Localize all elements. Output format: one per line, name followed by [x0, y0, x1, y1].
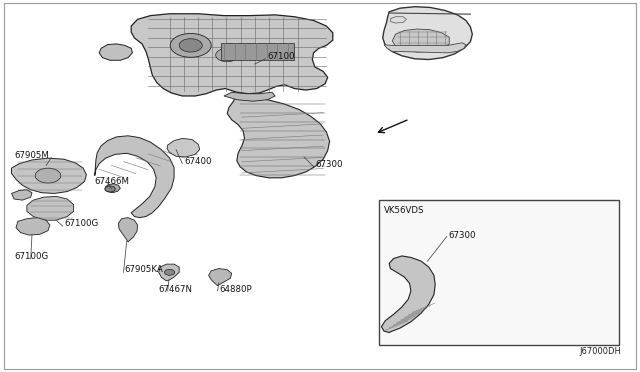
Polygon shape [227, 96, 330, 178]
Polygon shape [383, 7, 472, 60]
Polygon shape [105, 184, 120, 193]
Text: 67467N: 67467N [159, 285, 193, 294]
Polygon shape [167, 138, 200, 157]
Circle shape [170, 33, 211, 57]
Circle shape [216, 48, 239, 62]
Circle shape [179, 39, 202, 52]
Polygon shape [27, 196, 74, 220]
Circle shape [35, 168, 61, 183]
Polygon shape [16, 218, 50, 235]
Text: 67300: 67300 [315, 160, 342, 169]
Polygon shape [99, 44, 132, 60]
Polygon shape [131, 14, 333, 96]
Polygon shape [118, 218, 138, 242]
Circle shape [164, 269, 175, 275]
Polygon shape [12, 190, 32, 200]
Bar [221, 43, 294, 60]
Polygon shape [224, 92, 275, 101]
Text: VK56VDS: VK56VDS [384, 206, 424, 215]
Polygon shape [159, 264, 179, 281]
Text: 67100: 67100 [268, 52, 295, 61]
Text: 67466M: 67466M [95, 177, 130, 186]
Text: 67100G: 67100G [64, 219, 99, 228]
Polygon shape [95, 136, 174, 218]
Polygon shape [390, 17, 406, 23]
Text: 64880P: 64880P [219, 285, 252, 294]
Polygon shape [392, 29, 449, 52]
Polygon shape [384, 43, 466, 53]
Text: 67400: 67400 [184, 157, 212, 166]
Polygon shape [209, 269, 232, 286]
Bar [379, 200, 619, 345]
Polygon shape [12, 158, 86, 193]
Text: 67100G: 67100G [14, 252, 49, 261]
Text: 67905M: 67905M [14, 151, 49, 160]
Text: J67000DH: J67000DH [579, 347, 621, 356]
Text: 67905KA: 67905KA [125, 265, 164, 274]
Polygon shape [381, 256, 435, 333]
Circle shape [105, 186, 115, 192]
Text: 67300: 67300 [448, 231, 476, 240]
